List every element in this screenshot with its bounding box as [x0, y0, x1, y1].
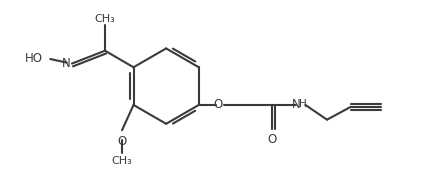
- Text: H: H: [300, 100, 307, 110]
- Text: N: N: [291, 98, 300, 111]
- Text: CH₃: CH₃: [95, 14, 115, 24]
- Text: O: O: [268, 132, 277, 145]
- Text: HO: HO: [25, 52, 42, 65]
- Text: CH₃: CH₃: [112, 155, 132, 166]
- Text: O: O: [117, 135, 127, 148]
- Text: O: O: [213, 98, 223, 111]
- Text: N: N: [62, 57, 71, 70]
